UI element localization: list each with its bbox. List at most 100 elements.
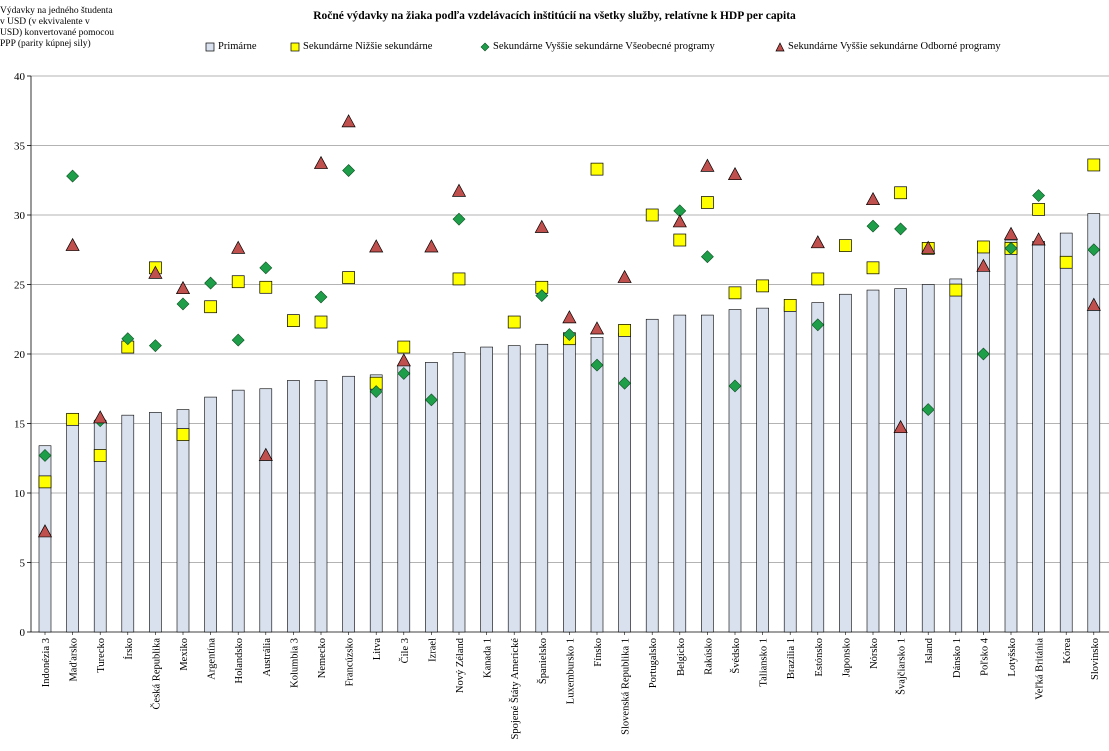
x-tick-label: Veľká Británia [1035,638,1046,700]
marker-upper-general [894,222,908,236]
marker-upper-general [728,379,742,393]
x-tick-label: Spojené Štáty Americké [509,638,521,740]
marker-upper-general [452,212,466,226]
x-tick-label: Austrália [262,638,273,677]
marker-upper-vocational [976,258,991,272]
bar-primary [452,352,466,633]
x-tick-label: Slovinsko [1090,638,1101,680]
legend: Primárne Sekundárne Nižšie sekundárne Se… [0,41,1109,55]
marker-lower-secondary [397,340,411,354]
x-tick-label: Dánsko 1 [952,638,963,678]
bar-primary [1087,213,1101,633]
legend-label-primary: Primárne [218,41,257,52]
marker-lower-secondary [38,475,52,489]
legend-swatch-upper-vocational [775,41,785,51]
x-tick-label: Lotyšsko [1007,638,1018,677]
bar-primary [342,375,355,633]
x-tick-label: Mexiko [179,638,190,671]
marker-upper-general [1032,189,1046,202]
marker-upper-general [1004,241,1018,255]
x-tick-label: Kolumbia 3 [289,638,300,688]
marker-upper-general [811,318,825,332]
marker-upper-general [259,261,273,275]
marker-upper-vocational [617,269,632,283]
bar-primary [673,314,687,633]
marker-lower-secondary [287,314,300,327]
x-tick-label: Litva [372,638,383,660]
bar-primary [590,337,604,633]
x-tick-label: Portugalsko [648,638,659,688]
y-axis-unit-note: Výdavky na jedného študenta v USD (v ekv… [0,6,114,49]
x-tick-label: Nórsko [869,638,880,669]
marker-upper-vocational [1003,226,1019,240]
marker-lower-secondary [342,271,355,284]
bar-primary [176,409,190,633]
x-tick-label: Belgicko [676,638,687,676]
bar-primary [728,309,742,633]
marker-upper-general [121,332,135,346]
marker-upper-general [148,339,162,353]
marker-upper-general [204,276,218,290]
y-tick-label: 25 [14,280,26,292]
y-tick-label: 20 [14,349,26,361]
bar-primary [397,364,411,633]
legend-swatch-upper-general [480,42,490,51]
x-tick-label: Estónsko [814,638,825,677]
marker-upper-general [66,169,80,183]
marker-upper-vocational [37,524,53,538]
x-tick-label: Nový Zéland [455,637,466,693]
bar-primary [756,307,769,633]
x-tick-label: Kanada 1 [483,638,494,678]
bar-primary [507,345,521,633]
marker-upper-vocational [672,214,687,228]
marker-lower-secondary [452,272,466,286]
x-tick-label: Poľsko 4 [979,637,990,676]
legend-label-lower-secondary: Sekundárne Nižšie sekundárne [303,41,433,52]
marker-lower-secondary [314,315,328,329]
bar-primary [866,289,880,633]
marker-upper-vocational [1086,297,1101,311]
bar-primary [121,414,135,633]
bar-primary [1059,232,1073,633]
marker-upper-vocational [231,240,246,254]
marker-upper-general [314,290,328,304]
bar-primary [949,278,963,633]
x-tick-label: Čile 3 [399,638,411,663]
marker-lower-secondary [866,261,880,275]
y-tick-label: 30 [14,210,26,222]
x-tick-label: Česká Republika [150,638,162,710]
marker-upper-general [1087,243,1101,257]
marker-upper-vocational [921,240,936,254]
marker-lower-secondary [618,324,631,337]
marker-upper-vocational [1031,232,1046,246]
x-tick-label: Taliansko 1 [759,638,770,687]
marker-lower-secondary [949,283,963,297]
bar-primary [287,380,300,633]
bar-primary [259,388,273,633]
marker-lower-secondary [645,208,659,222]
y-tick-label: 0 [20,627,26,639]
bar-primary [977,249,990,633]
y-tick-label: 5 [20,558,26,570]
marker-upper-vocational [451,183,467,197]
marker-upper-general [176,297,190,311]
legend-swatch-primary [205,42,215,51]
x-tick-label: Kórea [1062,638,1073,664]
marker-lower-secondary [231,275,245,289]
x-tick-label: Argentína [207,638,218,680]
x-tick-label: Francúzsko [345,638,356,686]
y-tick-label: 35 [14,141,26,153]
marker-lower-secondary [507,315,521,329]
bar-primary [645,318,659,633]
marker-upper-general [590,358,604,372]
y-tick-label: 40 [14,71,26,83]
bar-primary [231,389,245,633]
bar-primary [1004,239,1018,633]
legend-item-upper-general: Sekundárne Vyššie sekundárne Všeobecné p… [480,41,715,52]
x-tick-label: Island [924,637,935,663]
marker-upper-vocational [341,114,356,128]
marker-upper-general [976,347,990,361]
x-tick-label: Nemecko [317,638,328,678]
marker-lower-secondary [66,412,79,426]
marker-upper-vocational [865,191,881,206]
